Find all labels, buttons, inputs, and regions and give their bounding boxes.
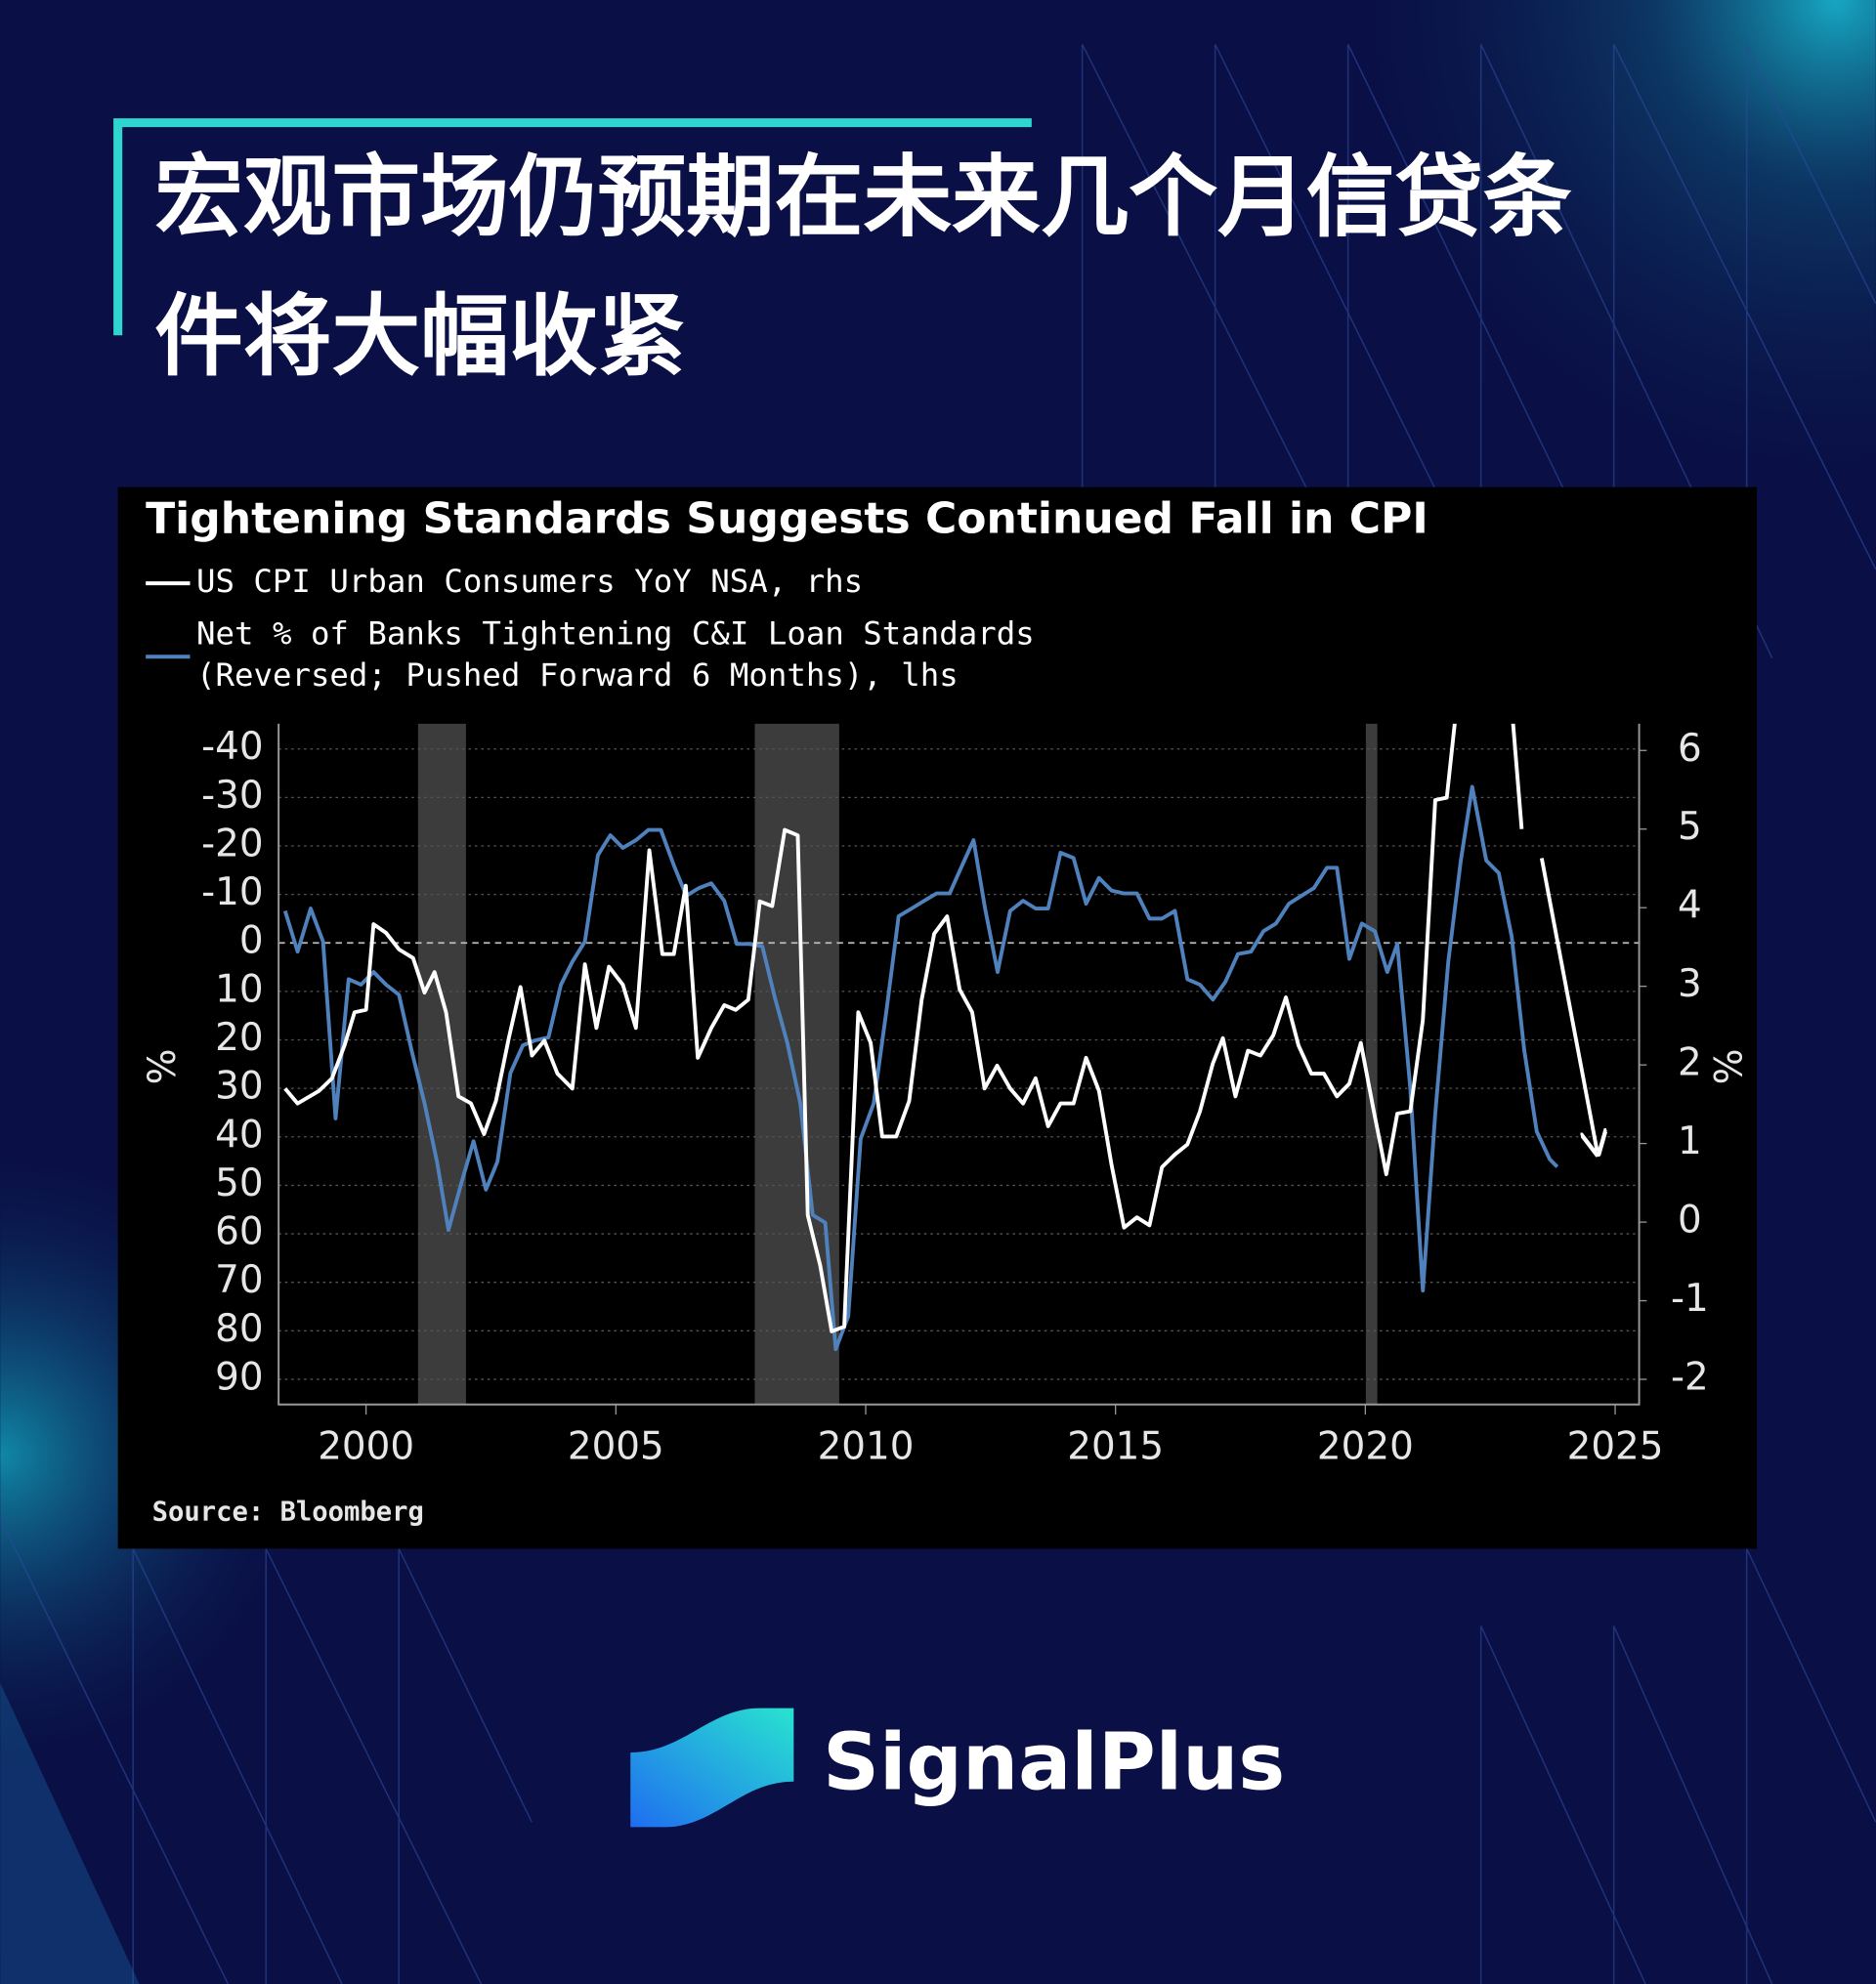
y2-tick-label: 0 bbox=[1678, 1199, 1702, 1243]
y-tick-label: 70 bbox=[215, 1258, 263, 1302]
y-axis-label: % bbox=[141, 1048, 185, 1084]
series-line bbox=[282, 784, 1559, 1352]
y2-tick-label: 2 bbox=[1678, 1041, 1702, 1085]
y-tick-label: 40 bbox=[215, 1113, 263, 1157]
y2-tick-label: 1 bbox=[1678, 1119, 1702, 1163]
brand-name: SignalPlus bbox=[823, 1715, 1285, 1807]
x-tick-label: 2005 bbox=[568, 1425, 664, 1469]
annotation-arrow bbox=[1539, 858, 1598, 1152]
y2-tick-label: 4 bbox=[1678, 884, 1702, 928]
chart-title: Tightening Standards Suggests Continued … bbox=[146, 494, 1428, 544]
y-tick-label: 80 bbox=[215, 1307, 263, 1351]
y-tick-label: -30 bbox=[201, 774, 263, 818]
x-tick-label: 2010 bbox=[818, 1425, 915, 1469]
y2-tick-label: 6 bbox=[1678, 727, 1702, 771]
series-line bbox=[283, 723, 1524, 1333]
x-tick-label: 2020 bbox=[1317, 1425, 1414, 1469]
logo-icon bbox=[630, 1708, 794, 1828]
y-tick-label: 20 bbox=[215, 1016, 263, 1060]
x-tick-label: 2025 bbox=[1567, 1425, 1664, 1469]
y2-tick-label: -1 bbox=[1671, 1277, 1709, 1321]
y-tick-label: 0 bbox=[239, 919, 264, 963]
source: Source: Bloomberg bbox=[152, 1498, 424, 1528]
deco-shape bbox=[0, 1682, 140, 1984]
title-frame bbox=[113, 118, 1032, 336]
deco-lines bbox=[0, 43, 1876, 1984]
title-line: 件将大幅收紧 bbox=[154, 286, 686, 389]
recession-band bbox=[1365, 723, 1378, 1405]
y2-tick-label: -2 bbox=[1671, 1356, 1709, 1400]
y-tick-label: 90 bbox=[215, 1355, 263, 1399]
y-tick-label: 50 bbox=[215, 1161, 263, 1205]
legend-box: Net % of Banks Tightening C&I Loan Stand… bbox=[195, 614, 1035, 694]
legend-label: Net % of Banks Tightening C&I Loan Stand… bbox=[195, 614, 1035, 694]
y-tick-label: 30 bbox=[215, 1065, 263, 1109]
x-tick-label: 2000 bbox=[318, 1425, 414, 1469]
y2-tick-label: 3 bbox=[1678, 962, 1702, 1006]
y-tick-label: 60 bbox=[215, 1210, 263, 1254]
plot: -40-30-20-1001020304050607080906543210-1… bbox=[146, 563, 1709, 1469]
legend-label: US CPI Urban Consumers YoY NSA, rhs bbox=[196, 563, 863, 600]
y-tick-label: -20 bbox=[201, 822, 263, 865]
x-tick-label: 2015 bbox=[1067, 1425, 1164, 1469]
title-line: 宏观市场仍预期在未来几个月信贷条 bbox=[154, 147, 1572, 249]
y-tick-label: -10 bbox=[201, 870, 263, 914]
y-tick-label: 10 bbox=[215, 967, 263, 1011]
chart-panel bbox=[117, 486, 1758, 1549]
y2-tick-label: 5 bbox=[1678, 805, 1702, 849]
y-tick-label: -40 bbox=[201, 725, 263, 769]
y2-axis-label: % bbox=[1708, 1048, 1752, 1084]
recession-band bbox=[417, 723, 466, 1405]
axis-frame bbox=[277, 723, 1641, 1406]
